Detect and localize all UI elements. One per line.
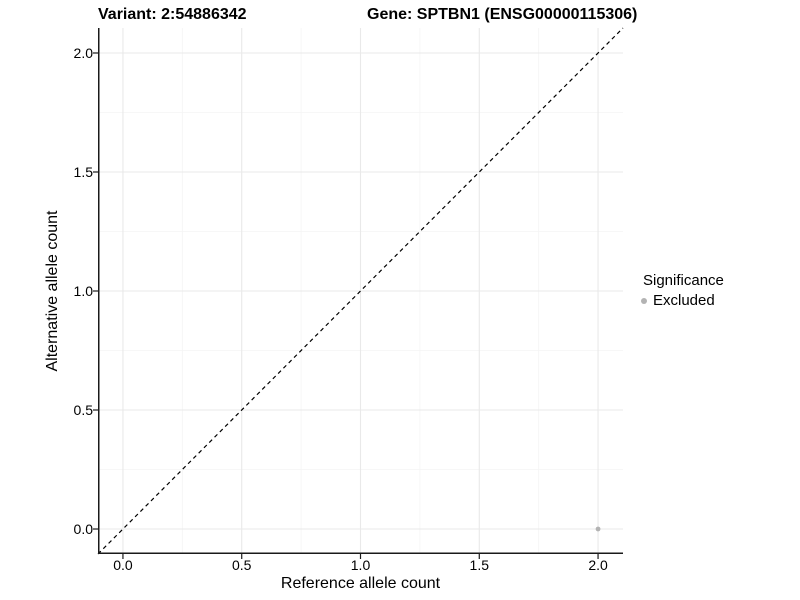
x-tick-label: 0.0	[113, 557, 133, 573]
x-tick-label: 1.5	[469, 557, 489, 573]
y-tick-label: 0.5	[73, 402, 93, 418]
y-tick-label: 0.0	[73, 521, 93, 537]
legend-item-excluded: Excluded	[641, 292, 724, 309]
identity-line	[97, 27, 624, 555]
chart-canvas	[93, 27, 624, 559]
x-tick-label: 1.0	[350, 557, 371, 573]
y-tick-label: 1.0	[73, 283, 93, 299]
legend-marker-dot	[641, 297, 647, 304]
y-tick-label: 1.5	[73, 163, 93, 180]
y-tick-label: 2.0	[73, 44, 93, 61]
legend-item-label: Excluded	[653, 292, 715, 309]
plot-panel	[93, 27, 624, 559]
x-axis-title: Reference allele count	[280, 575, 441, 592]
legend-title: Significance	[643, 272, 724, 289]
data-point	[595, 526, 601, 532]
x-tick-label: 2.0	[588, 557, 608, 573]
plot-title-gene: Gene: SPTBN1 (ENSG00000115306)	[367, 6, 638, 23]
plot-title-variant: Variant: 2:54886342	[98, 6, 247, 23]
y-axis-title: Alternative allele count	[44, 210, 61, 372]
legend: Significance Excluded	[641, 272, 724, 309]
x-tick-label: 0.5	[231, 557, 252, 573]
